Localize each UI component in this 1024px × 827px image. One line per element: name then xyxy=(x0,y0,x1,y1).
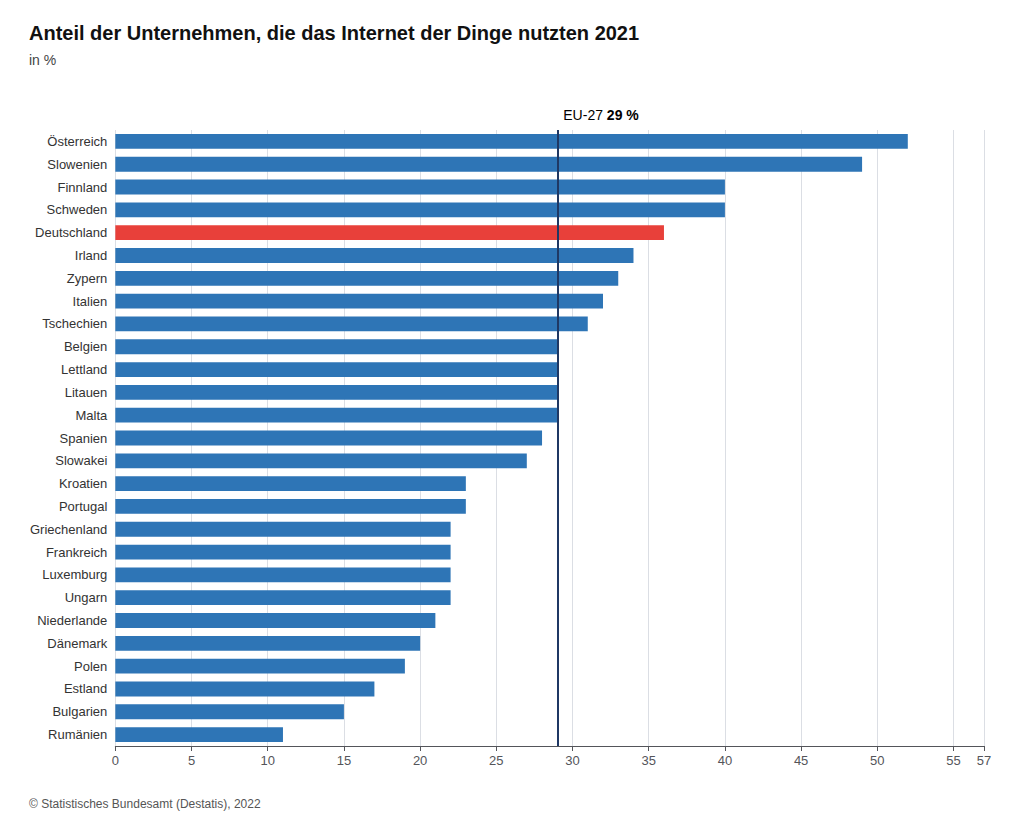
svg-text:20: 20 xyxy=(413,753,427,768)
svg-text:Österreich: Österreich xyxy=(47,134,107,149)
svg-text:Deutschland: Deutschland xyxy=(35,225,107,240)
svg-text:Griechenland: Griechenland xyxy=(30,522,107,537)
svg-text:Italien: Italien xyxy=(73,294,108,309)
svg-text:0: 0 xyxy=(112,753,119,768)
svg-text:Litauen: Litauen xyxy=(65,385,108,400)
svg-text:29 %: 29 % xyxy=(607,107,639,123)
svg-text:Dänemark: Dänemark xyxy=(47,636,107,651)
svg-text:50: 50 xyxy=(870,753,884,768)
svg-text:Niederlande: Niederlande xyxy=(37,613,107,628)
svg-text:25: 25 xyxy=(489,753,503,768)
svg-text:45: 45 xyxy=(794,753,808,768)
svg-text:Anteil der Unternehmen, die da: Anteil der Unternehmen, die das Internet… xyxy=(29,22,639,44)
svg-text:Rumänien: Rumänien xyxy=(48,727,107,742)
svg-text:Belgien: Belgien xyxy=(64,339,107,354)
svg-text:Luxemburg: Luxemburg xyxy=(42,567,107,582)
svg-text:Portugal: Portugal xyxy=(59,499,108,514)
svg-text:Slowakei: Slowakei xyxy=(55,453,107,468)
svg-text:Frankreich: Frankreich xyxy=(46,545,107,560)
svg-text:EU-27: EU-27 xyxy=(563,107,607,123)
svg-text:Ungarn: Ungarn xyxy=(65,590,108,605)
svg-text:Malta: Malta xyxy=(76,408,109,423)
svg-text:Lettland: Lettland xyxy=(61,362,107,377)
svg-text:10: 10 xyxy=(260,753,274,768)
svg-text:35: 35 xyxy=(641,753,655,768)
svg-text:30: 30 xyxy=(565,753,579,768)
svg-text:in %: in % xyxy=(29,52,56,68)
svg-text:Spanien: Spanien xyxy=(60,431,108,446)
svg-text:Polen: Polen xyxy=(74,659,107,674)
svg-text:57: 57 xyxy=(977,753,991,768)
svg-text:40: 40 xyxy=(718,753,732,768)
svg-text:Slowenien: Slowenien xyxy=(47,157,107,172)
svg-text:Tschechien: Tschechien xyxy=(42,316,107,331)
svg-text:55: 55 xyxy=(946,753,960,768)
svg-text:© Statistisches Bundesamt (Des: © Statistisches Bundesamt (Destatis), 20… xyxy=(29,797,261,811)
svg-text:Schweden: Schweden xyxy=(47,202,108,217)
svg-text:Zypern: Zypern xyxy=(67,271,107,286)
svg-text:Irland: Irland xyxy=(75,248,108,263)
svg-text:5: 5 xyxy=(188,753,195,768)
svg-text:Bulgarien: Bulgarien xyxy=(52,704,107,719)
svg-text:Estland: Estland xyxy=(64,681,107,696)
svg-text:Kroatien: Kroatien xyxy=(59,476,107,491)
svg-text:15: 15 xyxy=(337,753,351,768)
svg-text:Finnland: Finnland xyxy=(57,180,107,195)
